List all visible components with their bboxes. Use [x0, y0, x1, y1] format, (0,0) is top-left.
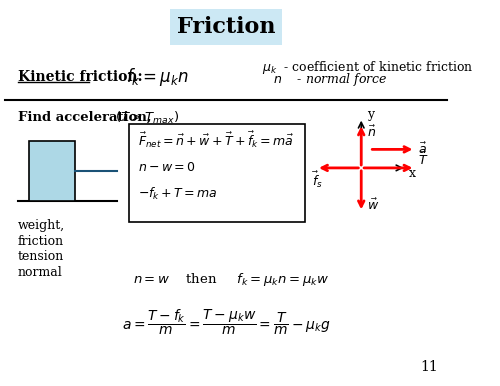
Bar: [30, 141, 74, 201]
Text: $\vec{n}$: $\vec{n}$: [367, 124, 376, 140]
Text: x: x: [408, 167, 416, 180]
Text: $a = \dfrac{T - f_k}{m} = \dfrac{T - \mu_k w}{m} = \dfrac{T}{m} - \mu_k g$: $a = \dfrac{T - f_k}{m} = \dfrac{T - \mu…: [122, 307, 330, 337]
Text: $n = w$    then     $f_k = \mu_k n = \mu_k w$: $n = w$ then $f_k = \mu_k n = \mu_k w$: [133, 271, 330, 288]
Text: $n - w = 0$: $n - w = 0$: [138, 161, 196, 174]
Text: $\mu_k$  - coefficient of kinetic friction: $\mu_k$ - coefficient of kinetic frictio…: [262, 59, 473, 76]
Text: $(T > T_{max})$: $(T > T_{max})$: [115, 110, 180, 126]
Text: y: y: [366, 108, 374, 121]
Text: $\vec{w}$: $\vec{w}$: [367, 198, 380, 213]
Text: 11: 11: [420, 361, 438, 374]
Text: normal: normal: [18, 266, 63, 279]
Text: weight,: weight,: [18, 219, 65, 232]
Text: Friction: Friction: [176, 16, 275, 38]
Text: friction: friction: [18, 235, 64, 248]
Text: $n$    - normal force: $n$ - normal force: [273, 71, 388, 88]
FancyBboxPatch shape: [128, 124, 305, 222]
Text: $f_k = \mu_k n$: $f_k = \mu_k n$: [126, 66, 189, 88]
Text: Find acceleration,: Find acceleration,: [18, 111, 152, 124]
Text: $\vec{f}_s$: $\vec{f}_s$: [312, 170, 324, 190]
Text: $\vec{a}$: $\vec{a}$: [418, 142, 427, 157]
Text: $-f_k + T = ma$: $-f_k + T = ma$: [138, 186, 218, 202]
Text: $\vec{F}_{net} = \vec{n} + \vec{w} + \vec{T} + \vec{f}_k = m\vec{a}$: $\vec{F}_{net} = \vec{n} + \vec{w} + \ve…: [138, 130, 294, 150]
Text: $\vec{T}$: $\vec{T}$: [418, 151, 428, 168]
Text: tension: tension: [18, 250, 64, 263]
Text: Kinetic friction:: Kinetic friction:: [18, 70, 142, 84]
